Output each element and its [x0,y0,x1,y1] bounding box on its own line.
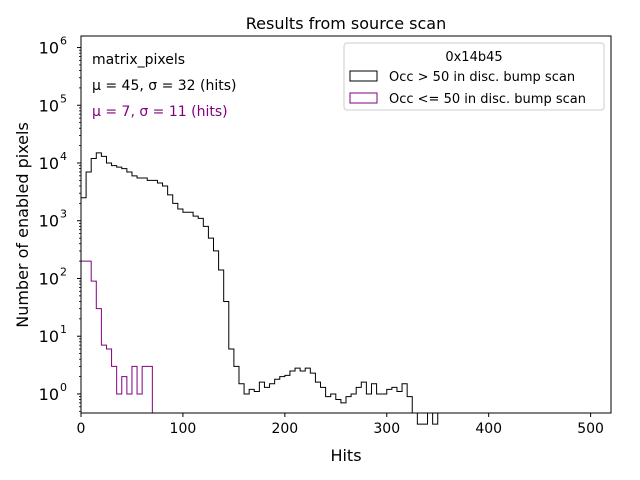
chart-title: Results from source scan [246,14,446,33]
annotation-stats-low: μ = 7, σ = 11 (hits) [92,104,228,120]
y-tick-label: 10 [39,212,59,231]
y-tick-exponent: 1 [60,323,67,336]
annotation-matrix-pixels: matrix_pixels [92,52,185,68]
legend-label-high: Occ > 50 in disc. bump scan [389,70,575,85]
y-tick-label: 10 [39,39,59,58]
y-tick-exponent: 0 [60,381,67,394]
legend: 0x14b45 Occ > 50 in disc. bump scan Occ … [343,42,605,111]
x-tick-label: 0 [77,421,86,437]
y-tick-label: 10 [39,269,59,288]
annotation-stats-high: μ = 45, σ = 32 (hits) [92,78,237,94]
y-tick-label: 10 [39,385,59,404]
plot-frame [80,35,612,414]
legend-swatch-low [349,92,378,104]
y-tick-exponent: 2 [60,265,67,278]
legend-label-low: Occ <= 50 in disc. bump scan [389,92,586,107]
legend-frame [343,42,605,111]
histogram-series-high-occupancy [80,152,448,425]
legend-swatch-high [349,70,378,82]
x-tick-label: 100 [170,421,197,437]
histogram-series-low-occupancy [80,260,153,413]
y-tick-label: 10 [39,154,59,173]
x-tick-label: 200 [271,421,298,437]
x-axis-label: Hits [330,446,361,465]
x-tick-label: 500 [577,421,604,437]
y-tick-exponent: 4 [60,150,67,163]
x-axis: 0 100 200 300 400 500 [77,413,604,437]
legend-title: 0x14b45 [445,50,502,65]
y-tick-exponent: 6 [60,35,67,48]
y-tick-exponent: 3 [60,208,67,221]
y-tick-label: 10 [39,96,59,115]
x-tick-label: 400 [475,421,502,437]
y-tick-exponent: 5 [60,92,67,105]
series-layer [80,152,448,425]
x-tick-label: 300 [373,421,400,437]
y-axis-label: Number of enabled pixels [13,122,32,328]
y-tick-label: 10 [39,327,59,346]
